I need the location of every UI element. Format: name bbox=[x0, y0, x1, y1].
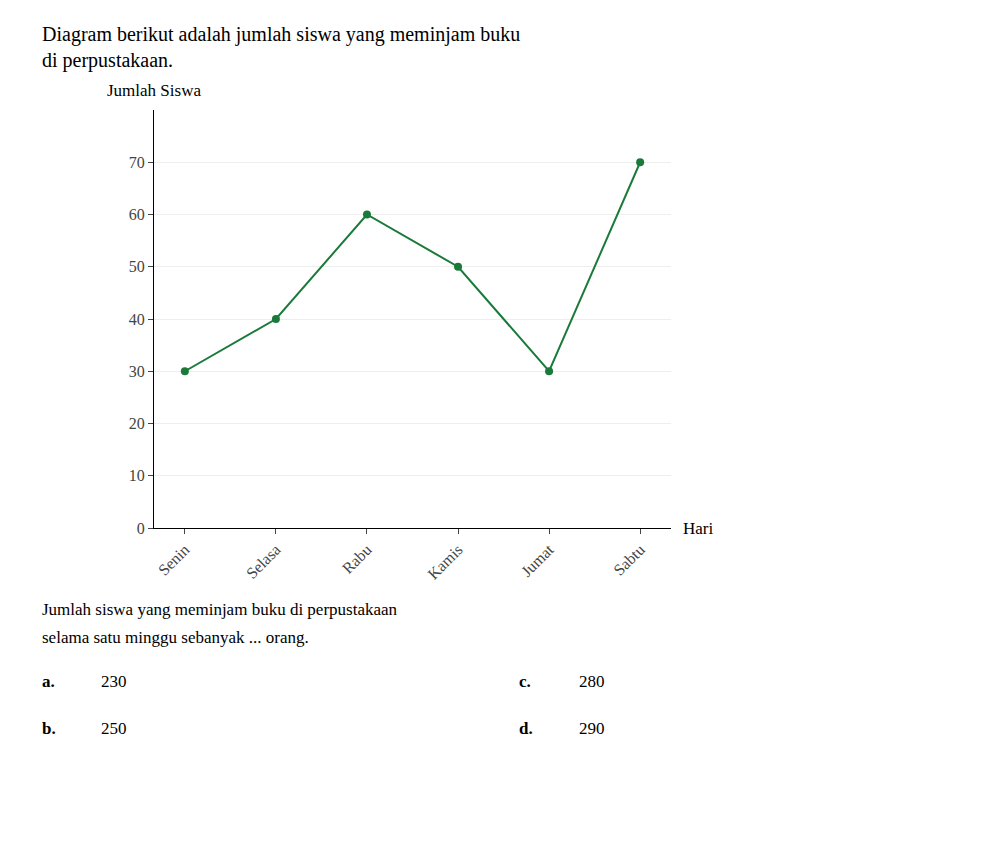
svg-text:Diagram berikut adalah jumlah: Diagram berikut adalah jumlah siswa yang… bbox=[42, 23, 520, 72]
svg-text:290: 290 bbox=[579, 719, 605, 738]
svg-text:Kamis: Kamis bbox=[424, 541, 466, 583]
svg-text:250: 250 bbox=[101, 719, 127, 738]
svg-text:60: 60 bbox=[129, 206, 145, 223]
svg-text:30: 30 bbox=[129, 363, 145, 380]
svg-text:d.: d. bbox=[519, 719, 533, 738]
svg-text:0: 0 bbox=[137, 520, 145, 537]
svg-text:Rabu: Rabu bbox=[339, 541, 375, 577]
svg-text:230: 230 bbox=[101, 672, 127, 691]
svg-text:20: 20 bbox=[129, 415, 145, 432]
svg-text:Jumat: Jumat bbox=[518, 541, 557, 580]
svg-text:280: 280 bbox=[579, 672, 605, 691]
svg-text:b.: b. bbox=[42, 719, 56, 738]
svg-text:a.: a. bbox=[42, 672, 55, 691]
svg-text:Selasa: Selasa bbox=[243, 541, 284, 582]
svg-text:Jumlah Siswa: Jumlah Siswa bbox=[107, 81, 201, 100]
svg-text:Senin: Senin bbox=[155, 541, 193, 579]
svg-text:40: 40 bbox=[129, 311, 145, 328]
svg-text:50: 50 bbox=[129, 258, 145, 275]
svg-text:70: 70 bbox=[129, 154, 145, 171]
svg-text:Jumlah siswa yang meminjam buk: Jumlah siswa yang meminjam buku di perpu… bbox=[42, 600, 398, 619]
svg-text:10: 10 bbox=[129, 467, 145, 484]
svg-text:c.: c. bbox=[519, 672, 531, 691]
svg-text:Sabtu: Sabtu bbox=[610, 541, 648, 579]
svg-text:Hari: Hari bbox=[683, 519, 713, 538]
svg-text:selama satu minggu sebanyak ..: selama satu minggu sebanyak ... orang. bbox=[42, 628, 309, 647]
